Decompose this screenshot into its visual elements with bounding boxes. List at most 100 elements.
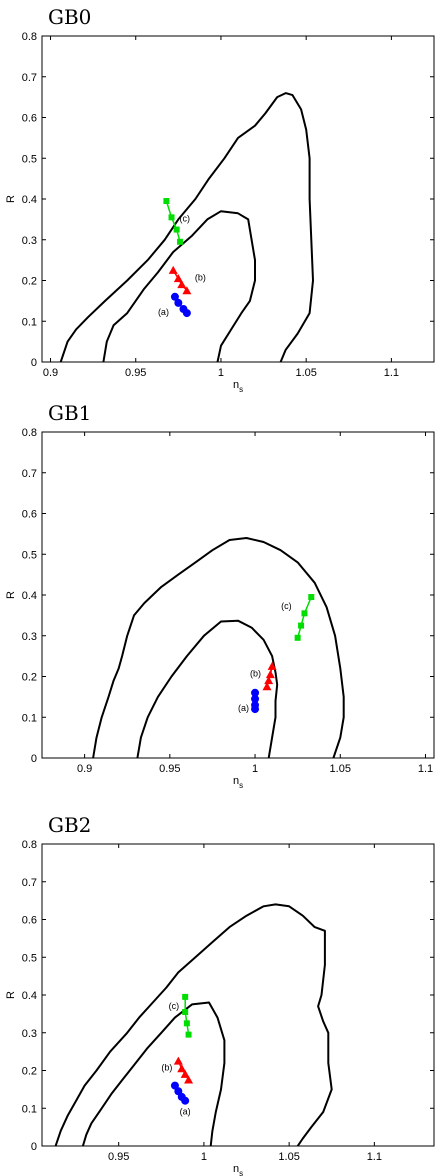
y-tick-label: 0 [31, 357, 37, 369]
data-point-square [168, 214, 175, 221]
y-tick-label: 0.3 [22, 235, 37, 247]
y-tick-label: 0.1 [22, 316, 37, 328]
data-point-circle [251, 694, 260, 703]
y-tick-label: 0 [31, 753, 37, 765]
x-axis-label-subscript: s [239, 1169, 243, 1176]
y-tick-label: 0 [31, 1141, 37, 1153]
y-tick-label: 0.5 [22, 153, 37, 165]
x-axis-label: ns [233, 775, 243, 790]
x-tick-label: 1.05 [295, 367, 316, 379]
x-tick-label: 0.9 [77, 763, 92, 775]
series-line [165, 200, 181, 243]
data-point-triangle [177, 280, 187, 289]
plot-frame [41, 843, 435, 1147]
y-tick-label: 0.2 [22, 672, 37, 684]
data-point-triangle [177, 1064, 187, 1073]
y-tick-label: 0.8 [22, 427, 37, 439]
data-point-circle [181, 1096, 190, 1105]
x-axis-label-subscript: s [239, 781, 243, 790]
x-tick-label: 0.95 [159, 763, 180, 775]
data-point-circle [251, 688, 260, 697]
y-tick-label: 0.3 [22, 631, 37, 643]
data-point-triangle [173, 273, 183, 283]
chart-panel-gb1: GB1 0 0.1 0.2 0.3 0.4 0.5 0.6 0.7 0.8 0.9 0.95 1 1.05… [5, 401, 435, 790]
data-point-square [182, 993, 189, 1000]
data-point-square [183, 1020, 190, 1027]
data-point-square [177, 238, 184, 245]
y-tick-label: 0.4 [22, 590, 37, 602]
chart-title: GB2 [48, 813, 91, 837]
data-point-triangle [264, 676, 274, 685]
data-point-circle [182, 309, 191, 318]
x-axis-label-subscript: s [239, 385, 243, 394]
x-tick-label: 1.05 [330, 763, 351, 775]
x-tick-label: 0.95 [125, 367, 146, 379]
y-tick-label: 0.6 [22, 509, 37, 521]
confidence-contour-inner [102, 210, 256, 363]
y-tick-label: 0.3 [22, 1028, 37, 1040]
y-axis-label: R [5, 195, 17, 203]
data-point-square [185, 1031, 192, 1038]
series-line [296, 596, 312, 639]
data-point-square [173, 226, 180, 233]
series-annotation-label: (b) [250, 668, 261, 678]
y-tick-label: 0.4 [22, 990, 37, 1002]
data-point-square [308, 594, 315, 601]
y-tick-label: 0.5 [22, 952, 37, 964]
y-tick-label: 0.6 [22, 915, 37, 927]
data-point-triangle [265, 669, 275, 679]
x-tick-label: 1.1 [418, 763, 433, 775]
y-axis-label: R [5, 991, 17, 999]
data-point-triangle [173, 1056, 183, 1065]
data-point-triangle [184, 1075, 194, 1084]
y-axis-label: R [5, 591, 17, 599]
chart-panel-gb0: GB0 0 0.1 0.2 0.3 0.4 0.5 0.6 0.7 0.8 0.9 0.95 1 1.05… [5, 5, 435, 394]
data-point-triangle [182, 286, 192, 295]
chart-title: GB0 [48, 5, 91, 29]
series-annotation-label: (a) [158, 307, 169, 317]
y-tick-label: 0.4 [22, 194, 37, 206]
x-tick-label: 1.1 [367, 1151, 382, 1163]
series-annotation-label: (c) [281, 601, 292, 611]
series-annotation-label: (b) [195, 272, 206, 282]
series-annotation-label: (c) [180, 213, 191, 223]
data-point-triangle [262, 682, 272, 691]
y-tick-label: 0.2 [22, 276, 37, 288]
x-tick-label: 1 [252, 763, 258, 775]
data-point-triangle [180, 1069, 190, 1078]
data-point-square [163, 198, 170, 205]
data-point-circle [174, 298, 183, 307]
confidence-contour-inner [136, 619, 279, 759]
x-axis-label: ns [233, 1163, 243, 1176]
y-tick-label: 0.2 [22, 1066, 37, 1078]
series-annotation-label: (a) [180, 1107, 191, 1117]
y-tick-label: 0.6 [22, 113, 37, 125]
y-tick-label: 0.7 [22, 468, 37, 480]
data-point-triangle [168, 265, 178, 274]
series-annotation-label: (a) [238, 703, 249, 713]
y-tick-label: 0.1 [22, 712, 37, 724]
chart-title: GB1 [48, 401, 91, 425]
data-point-circle [170, 292, 179, 301]
x-tick-label: 1 [218, 367, 224, 379]
y-tick-label: 0.8 [22, 31, 37, 43]
confidence-contour-outer [92, 537, 345, 759]
data-point-triangle [267, 661, 277, 670]
data-point-square [298, 622, 305, 629]
data-point-square [182, 1008, 189, 1015]
y-tick-label: 0.5 [22, 549, 37, 561]
x-tick-label: 1 [201, 1151, 207, 1163]
y-tick-label: 0.8 [22, 839, 37, 851]
series-annotation-label: (c) [169, 1001, 180, 1011]
x-axis-label: ns [233, 379, 243, 394]
x-tick-label: 1.05 [278, 1151, 299, 1163]
y-tick-label: 0.7 [22, 72, 37, 84]
series-annotation-label: (b) [161, 1063, 172, 1073]
data-point-square [301, 610, 308, 617]
confidence-contour-inner [81, 1001, 226, 1147]
y-tick-label: 0.7 [22, 877, 37, 889]
data-point-circle [251, 705, 260, 714]
x-tick-label: 0.9 [43, 367, 58, 379]
chart-panel-gb2: GB2 0 0.1 0.2 0.3 0.4 0.5 0.6 0.7 0.8 0.95 1 1.05 1.1… [5, 813, 435, 1176]
